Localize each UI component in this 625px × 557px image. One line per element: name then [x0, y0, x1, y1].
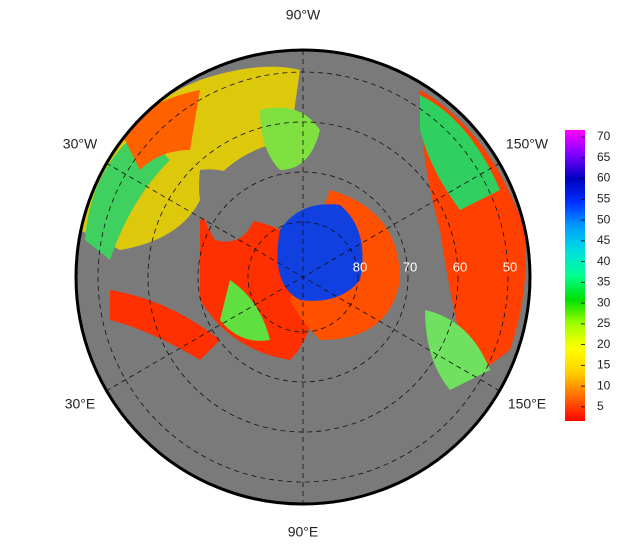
latitude-label: 60 — [453, 259, 467, 274]
longitude-label: 150°W — [506, 136, 549, 152]
colorbar-gradient — [565, 130, 585, 421]
colorbar-tick-label: 25 — [597, 316, 611, 330]
colorbar-tick-label: 70 — [597, 129, 611, 143]
colorbar-tick-label: 60 — [597, 171, 611, 185]
latitude-label: 50 — [503, 259, 517, 274]
longitude-label: 90°W — [286, 7, 321, 23]
field-patch — [277, 204, 363, 301]
field-patch — [425, 310, 490, 390]
latitude-label: 70 — [403, 259, 417, 274]
colorbar-tick-label: 55 — [597, 191, 611, 205]
field-patch — [420, 95, 500, 210]
colorbar-tick-label: 15 — [597, 358, 611, 372]
colorbar: 5 10 15 20 25 30 35 40 45 50 55 60 65 70 — [565, 129, 611, 421]
colorbar-tick-label: 20 — [597, 337, 611, 351]
colorbar-tick-label: 5 — [597, 399, 604, 413]
land-patch — [199, 169, 260, 242]
longitude-label: 150°E — [508, 396, 546, 412]
field-patch — [120, 90, 200, 170]
longitude-label: 30°E — [65, 396, 96, 412]
colorbar-tick-label: 45 — [597, 233, 611, 247]
colorbar-tick-label: 65 — [597, 150, 611, 164]
colorbar-tick-label: 50 — [597, 212, 611, 226]
field-patch — [260, 107, 320, 170]
colorbar-tick-label: 40 — [597, 254, 611, 268]
longitude-label: 30°W — [63, 136, 98, 152]
field-patch — [220, 280, 270, 341]
colorbar-tick-label: 35 — [597, 275, 611, 289]
colorbar-tick-label: 10 — [597, 378, 611, 392]
colorbar-tick-label: 30 — [597, 295, 611, 309]
graticule — [97, 50, 509, 504]
map-border — [74, 48, 532, 506]
map-field — [76, 50, 530, 504]
longitude-label: 90°E — [288, 524, 319, 540]
field-patch — [110, 290, 220, 360]
latitude-label: 80 — [353, 259, 367, 274]
